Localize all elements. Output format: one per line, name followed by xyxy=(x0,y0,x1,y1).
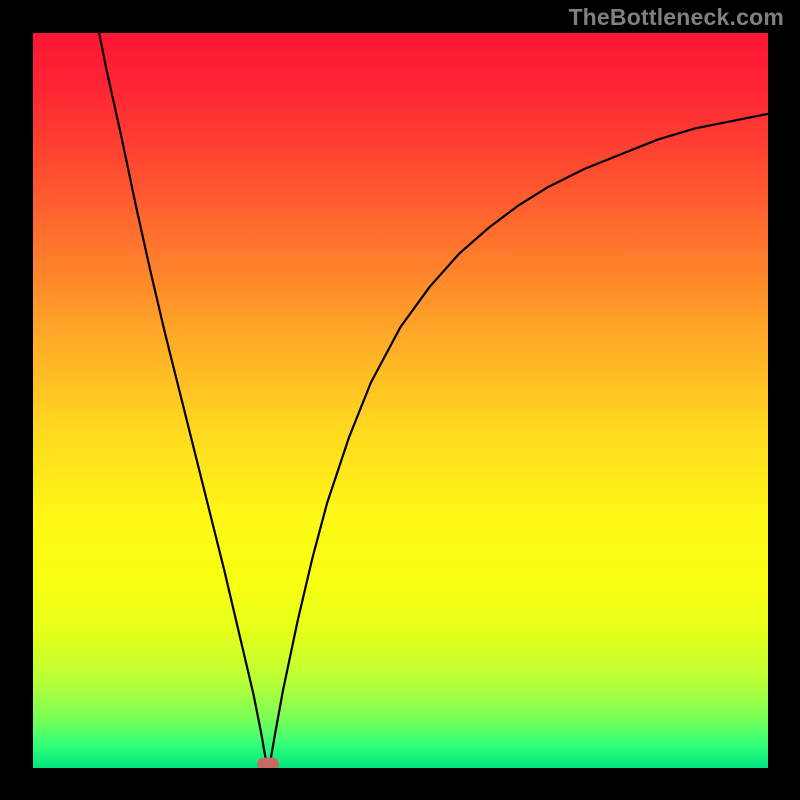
plot-area xyxy=(33,33,768,768)
bottleneck-curve xyxy=(33,33,768,768)
optimal-marker xyxy=(257,757,279,768)
watermark-text: TheBottleneck.com xyxy=(568,4,784,31)
